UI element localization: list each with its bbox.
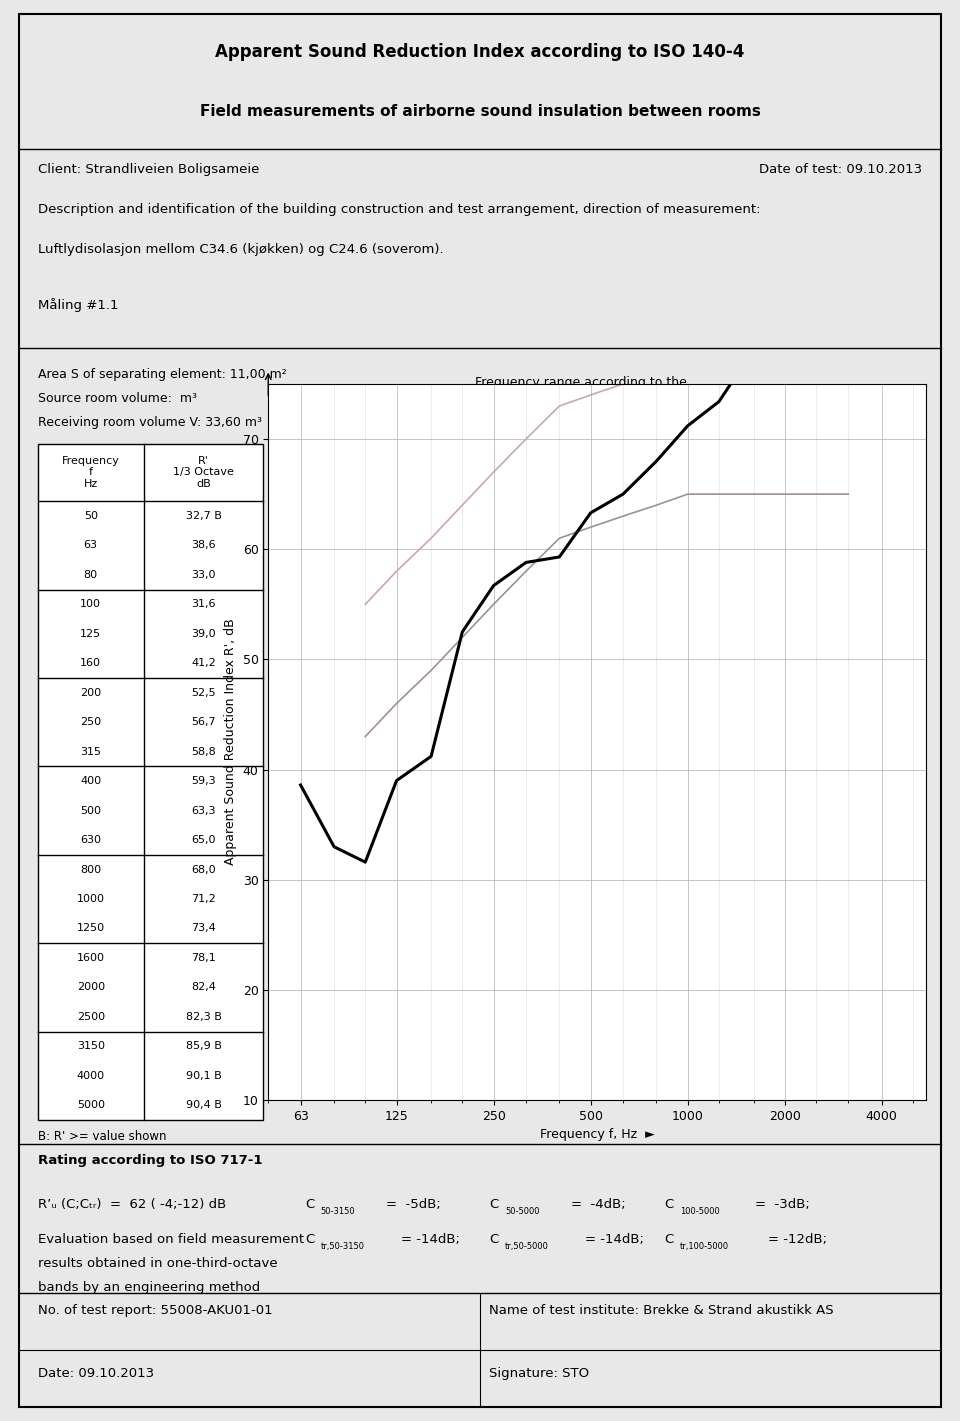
Text: results obtained in one-third-octave: results obtained in one-third-octave (37, 1258, 277, 1270)
Text: Frequency range according to the: Frequency range according to the (475, 377, 687, 389)
Text: =  -4dB;: = -4dB; (571, 1198, 625, 1211)
Text: =  -5dB;: = -5dB; (387, 1198, 442, 1211)
Text: 2500: 2500 (77, 1012, 105, 1022)
Text: 125: 125 (80, 628, 101, 639)
Text: 1000: 1000 (77, 894, 105, 904)
Text: tr,50-3150: tr,50-3150 (321, 1242, 365, 1252)
Text: 100-5000: 100-5000 (680, 1206, 720, 1215)
Text: =  -3dB;: = -3dB; (755, 1198, 809, 1211)
Text: 71,2: 71,2 (191, 894, 216, 904)
Text: 58,8: 58,8 (191, 746, 216, 756)
Text: 800: 800 (80, 864, 101, 874)
Text: 73,4: 73,4 (191, 924, 216, 934)
Text: 65,0: 65,0 (191, 836, 216, 845)
Text: Area S of separating element: 11,00 m²: Area S of separating element: 11,00 m² (37, 368, 286, 381)
Text: curve of reference values (ISO 717-1): curve of reference values (ISO 717-1) (475, 402, 711, 415)
Text: 80: 80 (84, 570, 98, 580)
Text: 500: 500 (81, 806, 101, 816)
Bar (37, 443, 263, 1120)
Text: 1600: 1600 (77, 953, 105, 963)
Text: C: C (664, 1198, 674, 1211)
Text: 5000: 5000 (77, 1100, 105, 1110)
Text: C: C (305, 1233, 314, 1246)
Text: Signature: STO: Signature: STO (490, 1367, 589, 1380)
Text: C: C (490, 1233, 498, 1246)
Text: 50: 50 (84, 512, 98, 522)
Text: 52,5: 52,5 (191, 688, 216, 698)
Text: 200: 200 (80, 688, 101, 698)
Text: 160: 160 (81, 658, 101, 668)
Text: 56,7: 56,7 (191, 718, 216, 728)
Text: 315: 315 (81, 746, 101, 756)
Text: Client: Strandliveien Boligsameie: Client: Strandliveien Boligsameie (37, 163, 259, 176)
Text: Evaluation based on field measurement: Evaluation based on field measurement (37, 1233, 303, 1246)
Text: Description and identification of the building construction and test arrangement: Description and identification of the bu… (37, 203, 760, 216)
Text: Receiving room volume V: 33,60 m³: Receiving room volume V: 33,60 m³ (37, 416, 262, 429)
Text: 2000: 2000 (77, 982, 105, 992)
Text: Måling #1.1: Måling #1.1 (37, 298, 118, 313)
Text: R'
1/3 Octave
dB: R' 1/3 Octave dB (173, 456, 234, 489)
Text: 100: 100 (81, 600, 101, 610)
Text: Name of test institute: Brekke & Strand akustikk AS: Name of test institute: Brekke & Strand … (490, 1304, 834, 1317)
Text: 82,3 B: 82,3 B (185, 1012, 222, 1022)
Text: 59,3: 59,3 (191, 776, 216, 786)
Text: Field measurements of airborne sound insulation between rooms: Field measurements of airborne sound ins… (200, 104, 760, 119)
Text: 50-5000: 50-5000 (505, 1206, 540, 1215)
Text: 1250: 1250 (77, 924, 105, 934)
Text: 68,0: 68,0 (191, 864, 216, 874)
Text: 630: 630 (81, 836, 101, 845)
Text: B: R' >= value shown: B: R' >= value shown (37, 1130, 166, 1142)
Y-axis label: Apparent Sound Reduction Index R', dB: Apparent Sound Reduction Index R', dB (224, 618, 237, 865)
Text: Date: 09.10.2013: Date: 09.10.2013 (37, 1367, 154, 1380)
Text: Apparent Sound Reduction Index according to ISO 140-4: Apparent Sound Reduction Index according… (215, 43, 745, 61)
Text: 400: 400 (80, 776, 101, 786)
Text: Rating according to ISO 717-1: Rating according to ISO 717-1 (37, 1154, 262, 1167)
Text: tr,50-5000: tr,50-5000 (505, 1242, 549, 1252)
Text: tr,100-5000: tr,100-5000 (680, 1242, 729, 1252)
Text: 39,0: 39,0 (191, 628, 216, 639)
Text: Frequency
f
Hz: Frequency f Hz (61, 456, 120, 489)
Text: = -12dB;: = -12dB; (768, 1233, 827, 1246)
Text: C: C (664, 1233, 674, 1246)
Text: 82,4: 82,4 (191, 982, 216, 992)
Text: R’ᵤ (C;Cₜᵣ)  =  62 ( -4;-12) dB: R’ᵤ (C;Cₜᵣ) = 62 ( -4;-12) dB (37, 1198, 226, 1211)
Text: bands by an engineering method: bands by an engineering method (37, 1282, 260, 1295)
Text: 90,4 B: 90,4 B (185, 1100, 222, 1110)
Text: 38,6: 38,6 (191, 540, 216, 550)
Text: 50-3150: 50-3150 (321, 1206, 355, 1215)
Text: 63: 63 (84, 540, 98, 550)
Text: 3150: 3150 (77, 1042, 105, 1052)
Text: 78,1: 78,1 (191, 953, 216, 963)
X-axis label: Frequency f, Hz  ►: Frequency f, Hz ► (540, 1128, 655, 1141)
Text: 90,1 B: 90,1 B (185, 1071, 222, 1081)
Text: 63,3: 63,3 (191, 806, 216, 816)
Text: Source room volume:  m³: Source room volume: m³ (37, 392, 197, 405)
Text: Date of test: 09.10.2013: Date of test: 09.10.2013 (759, 163, 923, 176)
Text: 33,0: 33,0 (191, 570, 216, 580)
Text: 41,2: 41,2 (191, 658, 216, 668)
Text: = -14dB;: = -14dB; (400, 1233, 460, 1246)
Text: 31,6: 31,6 (191, 600, 216, 610)
Text: 250: 250 (80, 718, 101, 728)
Text: 4000: 4000 (77, 1071, 105, 1081)
Text: No. of test report: 55008-AKU01-01: No. of test report: 55008-AKU01-01 (37, 1304, 273, 1317)
Text: = -14dB;: = -14dB; (585, 1233, 644, 1246)
Text: 85,9 B: 85,9 B (185, 1042, 222, 1052)
Text: Luftlydisolasjon mellom C34.6 (kjøkken) og C24.6 (soverom).: Luftlydisolasjon mellom C34.6 (kjøkken) … (37, 243, 444, 256)
Text: C: C (490, 1198, 498, 1211)
Text: C: C (305, 1198, 314, 1211)
Text: 32,7 B: 32,7 B (185, 512, 222, 522)
